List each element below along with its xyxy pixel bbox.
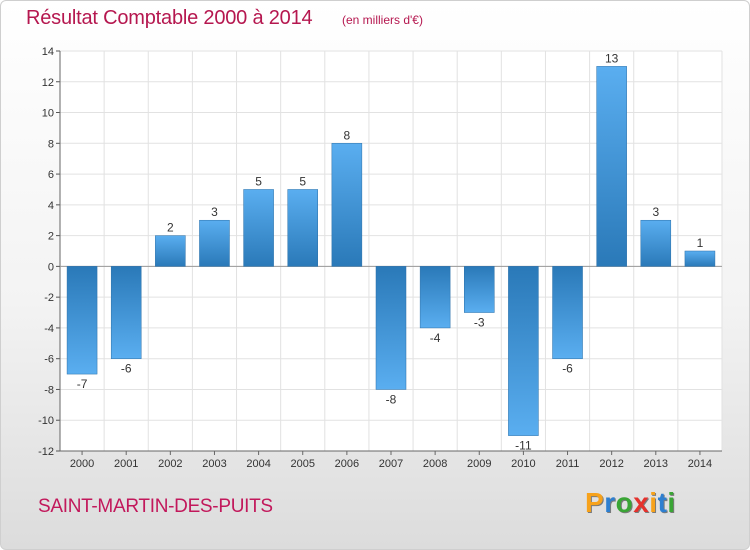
bar [199, 219, 230, 267]
commune-name: SAINT-MARTIN-DES-PUITS [38, 496, 273, 517]
data-label: -6 [562, 362, 573, 376]
y-tick-label: -10 [38, 415, 54, 427]
bar [66, 266, 98, 375]
x-tick-label: 2009 [467, 458, 491, 470]
bar [110, 266, 142, 359]
chart-title: Résultat Comptable 2000 à 2014 [26, 7, 313, 29]
x-tick-label: 2007 [379, 458, 403, 470]
logo-letter: i [667, 487, 676, 518]
y-tick-label: 12 [42, 77, 54, 89]
logo-letter: t [657, 487, 668, 518]
y-tick-label: 14 [42, 46, 54, 58]
logo-letter: o [615, 487, 634, 518]
x-tick-label: 2010 [511, 458, 535, 470]
y-tick-label: -2 [44, 292, 54, 304]
y-tick-label: 10 [42, 108, 54, 120]
bar [596, 66, 627, 267]
x-tick-label: 2014 [688, 458, 712, 470]
logo-letter: i [649, 487, 658, 518]
y-tick-label: -6 [44, 354, 54, 366]
x-tick-label: 2004 [246, 458, 270, 470]
data-label: 5 [299, 174, 306, 188]
bar [684, 250, 716, 267]
data-label: 2 [167, 221, 174, 235]
y-tick-label: -12 [38, 446, 54, 458]
data-label: 5 [255, 174, 262, 188]
data-label: -8 [386, 392, 397, 406]
bar [464, 266, 495, 313]
data-label: -7 [77, 377, 88, 391]
x-tick-label: 2001 [114, 458, 138, 470]
logo-letter: P [585, 487, 605, 518]
x-tick-label: 2012 [599, 458, 623, 470]
data-label: 3 [652, 205, 659, 219]
y-tick-label: -4 [44, 323, 54, 335]
y-tick-label: 4 [48, 200, 54, 212]
data-label: 3 [211, 205, 218, 219]
x-tick-label: 2013 [644, 458, 668, 470]
bar [508, 266, 539, 436]
x-tick-label: 2002 [158, 458, 182, 470]
data-label: 1 [697, 236, 704, 250]
bar [552, 266, 583, 359]
data-label: -4 [430, 331, 441, 345]
y-tick-label: -8 [44, 384, 54, 396]
data-label: 8 [344, 128, 351, 142]
y-tick-label: 0 [48, 261, 54, 273]
bar [375, 266, 407, 390]
data-label: -6 [121, 362, 132, 376]
y-tick-label: 2 [48, 231, 54, 243]
x-tick-label: 2003 [202, 458, 226, 470]
x-tick-label: 2000 [70, 458, 94, 470]
data-label: -3 [474, 316, 485, 330]
logo-letter: x [633, 487, 650, 518]
x-tick-label: 2006 [335, 458, 359, 470]
x-tick-label: 2005 [290, 458, 314, 470]
x-tick-label: 2008 [423, 458, 447, 470]
y-tick-label: 8 [48, 138, 54, 150]
bar [331, 143, 363, 267]
data-label: -11 [515, 439, 532, 453]
bar [243, 189, 274, 267]
bar [155, 235, 186, 267]
bar [287, 189, 318, 267]
bar [419, 266, 451, 329]
y-tick-label: 6 [48, 169, 54, 181]
proxiti-logo[interactable]: Proxiti [585, 487, 676, 519]
data-label: 13 [605, 51, 619, 65]
chart-subtitle: (en milliers d'€) [342, 13, 423, 27]
x-tick-label: 2011 [556, 458, 580, 470]
bar [640, 219, 672, 267]
logo-letter: r [604, 487, 616, 518]
